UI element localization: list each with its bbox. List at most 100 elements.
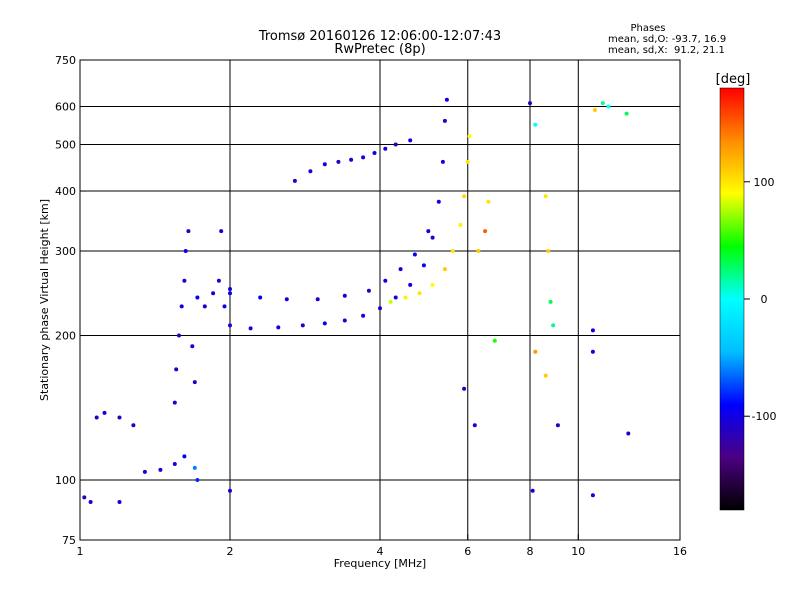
- data-point: [174, 367, 179, 372]
- data-point: [465, 159, 470, 164]
- data-point: [417, 291, 422, 296]
- y-tick-label: 300: [55, 245, 76, 258]
- data-point: [179, 304, 184, 309]
- data-point: [408, 282, 413, 287]
- data-point: [228, 291, 232, 296]
- data-point: [131, 423, 136, 428]
- colorbar-ticks: 100 0 -100: [744, 176, 776, 423]
- data-point: [276, 325, 281, 330]
- data-point: [393, 295, 398, 300]
- stats-x-mode: mean, sd,X: 91.2, 21.1: [608, 45, 725, 56]
- data-point: [158, 467, 163, 472]
- data-point: [222, 304, 227, 309]
- y-axis-label: Stationary phase Virtual Height [km]: [38, 199, 51, 401]
- x-tick-label: 6: [464, 545, 471, 558]
- data-point: [117, 500, 122, 504]
- stats-heading: Phases: [630, 23, 665, 34]
- data-point: [172, 462, 177, 466]
- data-point: [308, 169, 313, 174]
- data-point: [378, 306, 382, 311]
- grid-lines: [80, 60, 680, 540]
- data-point: [590, 493, 595, 498]
- data-point: [190, 344, 195, 349]
- data-point: [192, 380, 197, 385]
- data-point: [82, 495, 87, 500]
- data-point: [192, 465, 197, 470]
- data-point: [458, 222, 463, 227]
- data-point: [211, 291, 216, 296]
- y-tick-label: 500: [55, 139, 76, 152]
- data-point: [543, 194, 548, 199]
- data-point: [388, 299, 393, 304]
- data-point: [342, 293, 347, 298]
- data-point: [195, 478, 200, 482]
- data-point: [450, 249, 455, 253]
- chart-subtitle: RwPretec (8p): [334, 42, 425, 57]
- x-tick-label: 4: [377, 545, 384, 558]
- data-point: [366, 288, 371, 293]
- data-point: [322, 321, 327, 326]
- data-point: [483, 229, 488, 234]
- data-point: [336, 159, 341, 164]
- data-point: [177, 333, 181, 338]
- data-point: [172, 400, 177, 405]
- data-point: [626, 431, 631, 436]
- data-point: [548, 299, 553, 304]
- data-point: [421, 263, 426, 268]
- data-point: [444, 97, 449, 102]
- data-point: [292, 178, 297, 183]
- data-point: [219, 229, 224, 234]
- data-point: [462, 194, 467, 199]
- data-point: [533, 122, 538, 127]
- data-points: [82, 97, 631, 504]
- data-point: [555, 423, 560, 428]
- data-point: [361, 313, 366, 318]
- data-point: [430, 235, 435, 240]
- data-point: [590, 349, 595, 354]
- data-point: [186, 229, 191, 234]
- data-point: [284, 297, 289, 302]
- y-axis-ticks: 75 100 200 300 400 500 600 750: [55, 54, 86, 547]
- data-point: [182, 454, 187, 459]
- data-point: [195, 295, 200, 300]
- data-point: [467, 134, 472, 139]
- data-point: [551, 323, 556, 328]
- data-point: [592, 108, 597, 112]
- data-point: [398, 267, 403, 272]
- data-point: [530, 488, 535, 493]
- y-tick-label: 400: [55, 185, 76, 198]
- data-point: [408, 138, 413, 143]
- data-point: [258, 295, 263, 300]
- y-tick-label: 600: [55, 101, 76, 114]
- data-point: [182, 278, 187, 283]
- x-axis-ticks: 1 2 4 6 8 10 16: [77, 534, 687, 558]
- colorbar: [719, 87, 745, 511]
- data-point: [248, 326, 253, 331]
- data-point: [486, 199, 491, 204]
- data-point: [546, 249, 551, 253]
- data-point: [322, 162, 327, 167]
- colorbar-label: [deg]: [716, 72, 751, 87]
- data-point: [403, 295, 408, 300]
- data-point: [372, 151, 377, 155]
- data-point: [436, 199, 441, 204]
- data-point: [142, 469, 147, 474]
- chart-title: Tromsø 20160126 12:06:00-12:07:43: [258, 29, 501, 44]
- data-point: [102, 410, 107, 415]
- x-tick-label: 10: [571, 545, 585, 558]
- data-point: [412, 252, 417, 257]
- y-tick-label: 750: [55, 54, 76, 67]
- data-point: [315, 297, 320, 302]
- data-point: [393, 142, 398, 147]
- data-point: [216, 278, 221, 283]
- data-point: [606, 104, 611, 109]
- data-point: [476, 249, 481, 253]
- data-point: [440, 159, 445, 164]
- data-point: [361, 155, 366, 160]
- data-point: [472, 423, 477, 428]
- data-point: [117, 415, 122, 420]
- data-point: [202, 304, 207, 309]
- x-tick-label: 16: [673, 545, 687, 558]
- colorbar-tick-label: 100: [754, 176, 775, 189]
